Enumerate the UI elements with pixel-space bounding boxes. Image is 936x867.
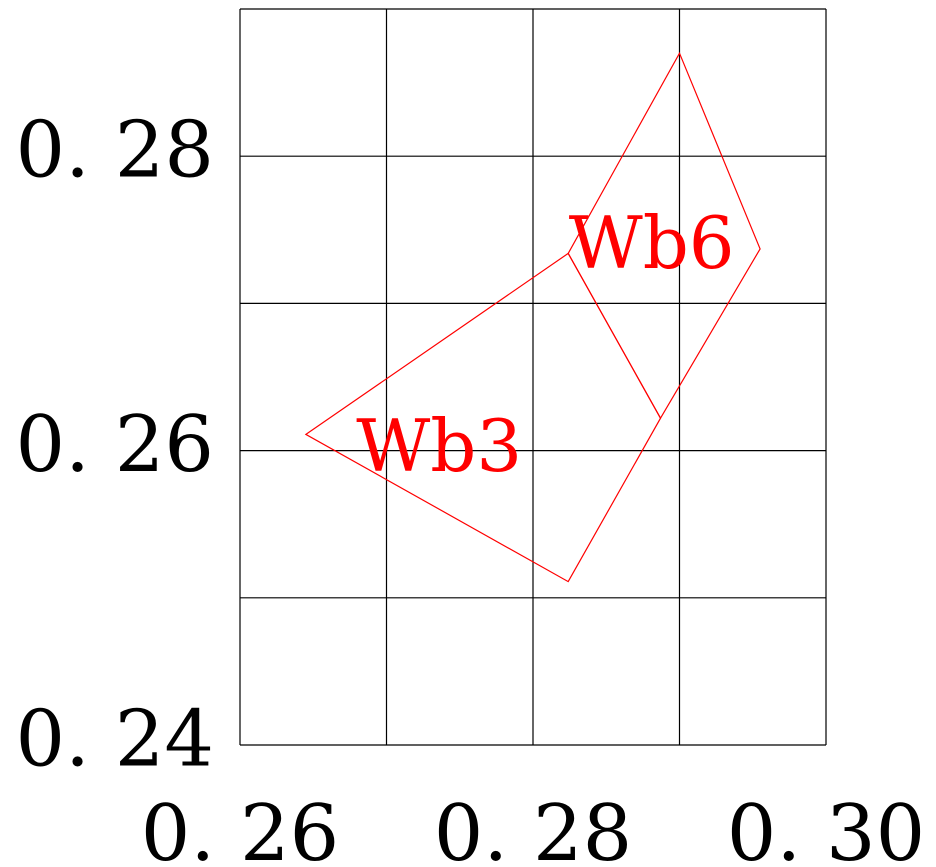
y-axis-tick-labels: 0. 24 0. 26 0. 28 [16, 106, 214, 785]
region-wb6 [567, 51, 761, 420]
x-axis-tick-labels: 0. 26 0. 28 0. 30 [141, 789, 925, 867]
x-tick-label: 0. 26 [141, 789, 339, 867]
region-label-wb6: Wb6 [569, 201, 735, 285]
x-tick-label: 0. 28 [434, 789, 632, 867]
grid [239, 8, 827, 746]
y-tick-label: 0. 24 [16, 695, 214, 785]
regions [304, 51, 761, 583]
region-label-wb3: Wb3 [356, 404, 522, 488]
region-labels: Wb3 Wb6 [356, 201, 734, 488]
y-tick-label: 0. 28 [16, 106, 214, 196]
y-tick-label: 0. 26 [16, 400, 214, 490]
x-tick-label: 0. 30 [727, 789, 925, 867]
